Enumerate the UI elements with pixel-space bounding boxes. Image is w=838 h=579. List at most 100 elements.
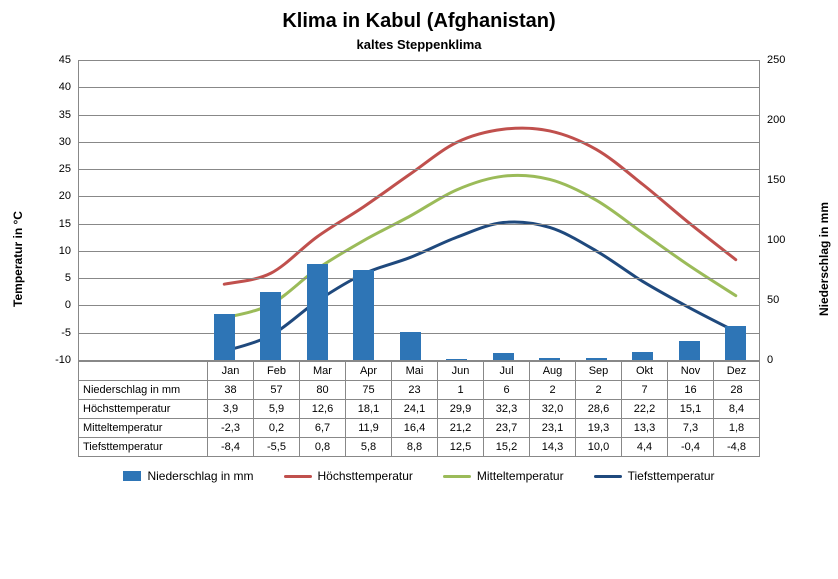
gridline [79,60,759,61]
month-header: Okt [622,362,668,381]
y-left-tick: 5 [65,272,71,284]
table-cell: 32,3 [484,400,530,419]
table-cell: 3,9 [208,400,254,419]
row-label: Mitteltemperatur [79,419,208,438]
plot-area: -10-5051015202530354045050100150200250 [78,60,760,361]
precip-bar [353,270,374,360]
row-label: Niederschlag in mm [79,381,208,400]
table-row: Höchsttemperatur3,95,912,618,124,129,932… [79,400,760,419]
table-cell: 38 [208,381,254,400]
precip-bar [307,264,328,360]
table-cell: 24,1 [392,400,438,419]
precip-bar [679,341,700,360]
y-right-tick: 0 [767,354,773,366]
table-cell: 57 [254,381,300,400]
table-cell: 7,3 [668,419,714,438]
table-cell: 10,0 [576,438,622,457]
month-header: Sep [576,362,622,381]
y-left-tick: -5 [61,327,71,339]
month-header: Dez [714,362,760,381]
gridline [79,142,759,143]
table-cell: 29,9 [438,400,484,419]
table-row: Mitteltemperatur-2,30,26,711,916,421,223… [79,419,760,438]
table-cell: 28 [714,381,760,400]
precip-bar [725,326,746,360]
y-right-tick: 150 [767,174,785,186]
table-cell: 12,5 [438,438,484,457]
y-right-tick: 200 [767,114,785,126]
month-header: Jan [208,362,254,381]
table-cell: 5,9 [254,400,300,419]
legend-label: Tiefsttemperatur [628,469,715,483]
y-axis-right-label: Niederschlag in mm [817,201,831,315]
y-left-tick: 40 [59,81,71,93]
chart-wrap: Temperatur in °C Niederschlag in mm -10-… [28,60,810,457]
precip-bar [214,314,235,360]
month-header: Apr [346,362,392,381]
y-axis-left-label: Temperatur in °C [11,211,25,307]
legend-line-swatch [594,475,622,478]
month-header: Feb [254,362,300,381]
line-layer [79,60,759,360]
precip-bar [632,352,653,360]
table-cell: 23,1 [530,419,576,438]
y-right-tick: 100 [767,234,785,246]
y-left-tick: 30 [59,136,71,148]
table-cell: 7 [622,381,668,400]
table-cell: 2 [530,381,576,400]
legend: Niederschlag in mm Höchsttemperatur Mittel… [0,469,838,483]
data-table: JanFebMarAprMaiJunJulAugSepOktNovDez Nie… [78,361,760,457]
table-cell: 23,7 [484,419,530,438]
legend-label: Höchsttemperatur [318,469,413,483]
table-cell: 32,0 [530,400,576,419]
legend-item: Höchsttemperatur [284,469,413,483]
y-left-tick: 0 [65,299,71,311]
table-cell: 22,2 [622,400,668,419]
precip-bar [446,359,467,360]
row-label: Höchsttemperatur [79,400,208,419]
table-cell: 80 [300,381,346,400]
month-header: Aug [530,362,576,381]
table-cell: 15,1 [668,400,714,419]
y-left-tick: 45 [59,54,71,66]
table-cell: 23 [392,381,438,400]
y-left-tick: 35 [59,109,71,121]
month-header: Mai [392,362,438,381]
table-corner [79,362,208,381]
y-right-tick: 250 [767,54,785,66]
precip-bar [400,332,421,360]
y-left-tick: 15 [59,218,71,230]
table-cell: 16,4 [392,419,438,438]
precip-bar [493,353,514,360]
climate-chart-container: Klima in Kabul (Afghanistan) kaltes Step… [0,0,838,579]
table-cell: 0,8 [300,438,346,457]
legend-line-swatch [443,475,471,478]
table-cell: -5,5 [254,438,300,457]
table-row: Tiefsttemperatur-8,4-5,50,85,88,812,515,… [79,438,760,457]
table-cell: -4,8 [714,438,760,457]
table-cell: 4,4 [622,438,668,457]
legend-item: Niederschlag in mm [123,469,253,483]
table-cell: 1 [438,381,484,400]
y-left-tick: 20 [59,190,71,202]
gridline [79,169,759,170]
y-left-tick: 25 [59,163,71,175]
table-cell: -0,4 [668,438,714,457]
gridline [79,87,759,88]
month-header: Nov [668,362,714,381]
table-cell: 75 [346,381,392,400]
table-cell: 8,4 [714,400,760,419]
table-cell: 21,2 [438,419,484,438]
legend-label: Mitteltemperatur [477,469,564,483]
table-cell: 14,3 [530,438,576,457]
month-header: Jul [484,362,530,381]
y-right-tick: 50 [767,294,779,306]
table-cell: 1,8 [714,419,760,438]
gridline [79,196,759,197]
precip-bar [586,358,607,360]
table-cell: 15,2 [484,438,530,457]
y-left-tick: 10 [59,245,71,257]
table-cell: 28,6 [576,400,622,419]
table-cell: 5,8 [346,438,392,457]
month-header: Jun [438,362,484,381]
